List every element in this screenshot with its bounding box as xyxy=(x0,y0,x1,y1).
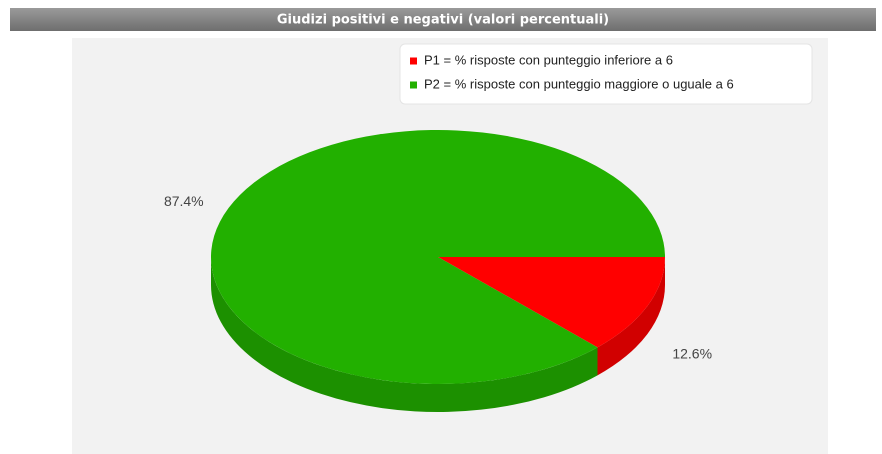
legend-label: P2 = % risposte con punteggio maggiore o… xyxy=(424,76,734,91)
legend-marker xyxy=(410,57,417,65)
title-bar xyxy=(10,8,876,31)
data-label: 87.4% xyxy=(164,193,204,209)
data-label: 12.6% xyxy=(672,345,712,361)
pie-slice xyxy=(210,129,665,384)
chart-title: Giudizi positivi e negativi (valori perc… xyxy=(277,13,609,28)
pie-side xyxy=(211,257,598,412)
legend-label: P1 = % risposte con punteggio inferiore … xyxy=(424,52,673,67)
legend-marker xyxy=(410,81,417,89)
pie-slice xyxy=(438,257,665,348)
legend xyxy=(399,43,813,105)
pie-side xyxy=(597,257,665,376)
